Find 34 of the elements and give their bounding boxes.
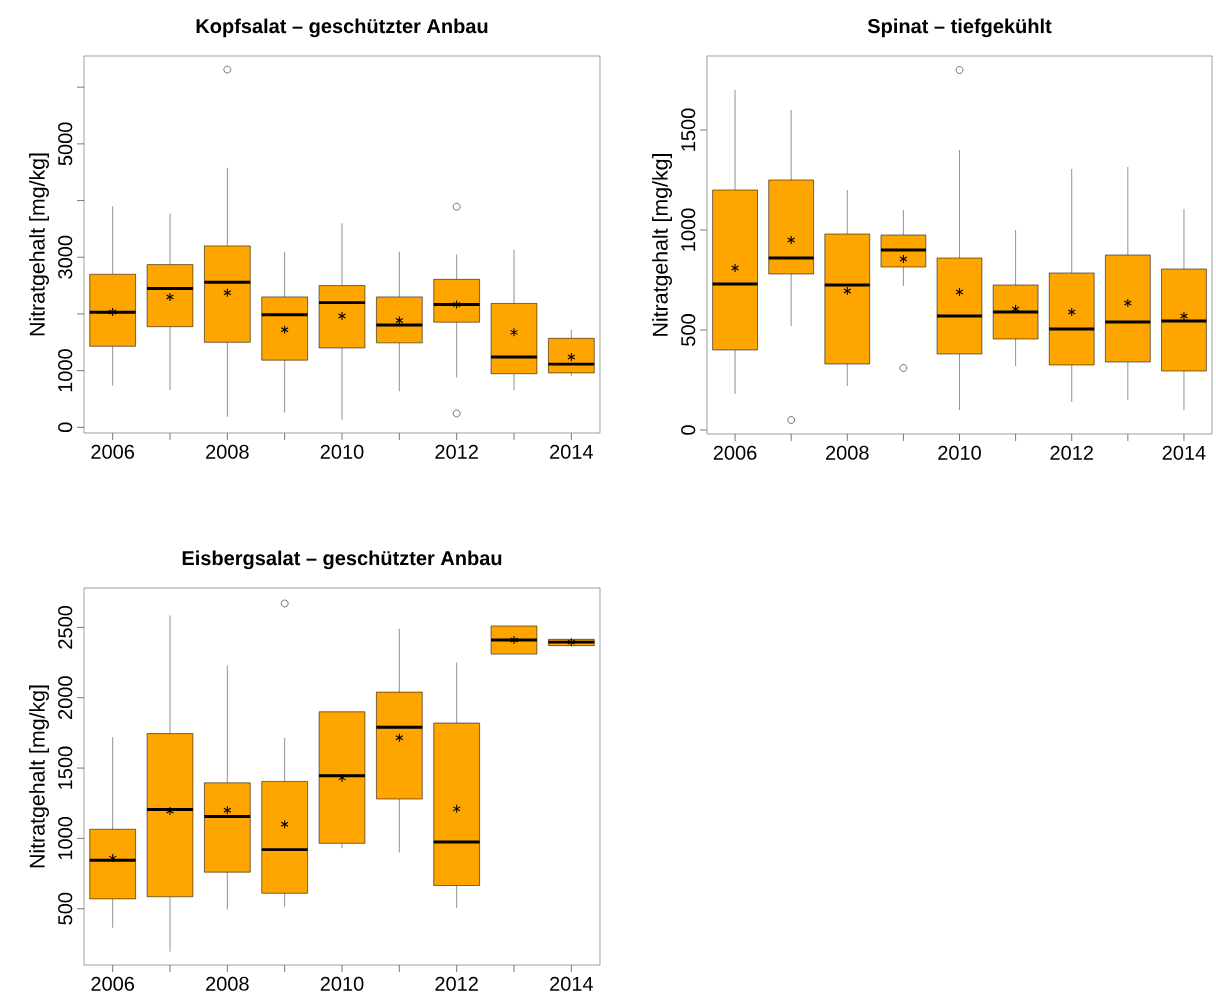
- x-tick-label: 2014: [550, 444, 593, 459]
- y-tick-label: 0: [681, 425, 696, 435]
- y-tick-label: 3000: [58, 235, 73, 279]
- chart-title: Kopfsalat – geschützter Anbau: [196, 18, 488, 38]
- y-tick-label: 5000: [58, 122, 73, 166]
- y-tick-label: 1000: [58, 349, 73, 392]
- y-tick-label: 1500: [681, 108, 696, 151]
- y-tick-label: 500: [58, 892, 73, 925]
- y-axis-title: Nitratgehalt [mg/kg]: [652, 154, 672, 336]
- x-tick-label: 2010: [320, 976, 364, 991]
- y-axis-title: Nitratgehalt [mg/kg]: [29, 685, 49, 868]
- y-tick-label: 0: [58, 422, 73, 433]
- x-tick-label: 2014: [1162, 445, 1206, 460]
- y-tick-label: 1000: [58, 816, 73, 860]
- x-tick-label: 2010: [938, 445, 981, 460]
- x-tick-label: 2014: [550, 976, 593, 991]
- y-tick-label: 500: [681, 314, 696, 346]
- x-tick-label: 2012: [435, 444, 478, 459]
- x-tick-label: 2006: [713, 445, 757, 460]
- x-tick-label: 2006: [91, 444, 135, 459]
- x-tick-label: 2008: [206, 444, 249, 459]
- x-tick-label: 2008: [206, 976, 249, 991]
- x-tick-label: 2010: [320, 444, 364, 459]
- y-tick-label: 1500: [58, 746, 73, 789]
- chart-title: Eisbergsalat – geschützter Anbau: [182, 550, 502, 570]
- y-tick-label: 2000: [58, 676, 73, 719]
- x-tick-label: 2012: [435, 976, 478, 991]
- x-tick-label: 2012: [1050, 445, 1093, 460]
- y-tick-label: 1000: [681, 208, 696, 251]
- y-tick-label: 2500: [58, 605, 73, 649]
- x-tick-label: 2006: [91, 976, 135, 991]
- chart-title: Spinat – tiefgekühlt: [867, 18, 1052, 38]
- x-tick-label: 2008: [826, 445, 869, 460]
- y-axis-title: Nitratgehalt [mg/kg]: [29, 153, 49, 336]
